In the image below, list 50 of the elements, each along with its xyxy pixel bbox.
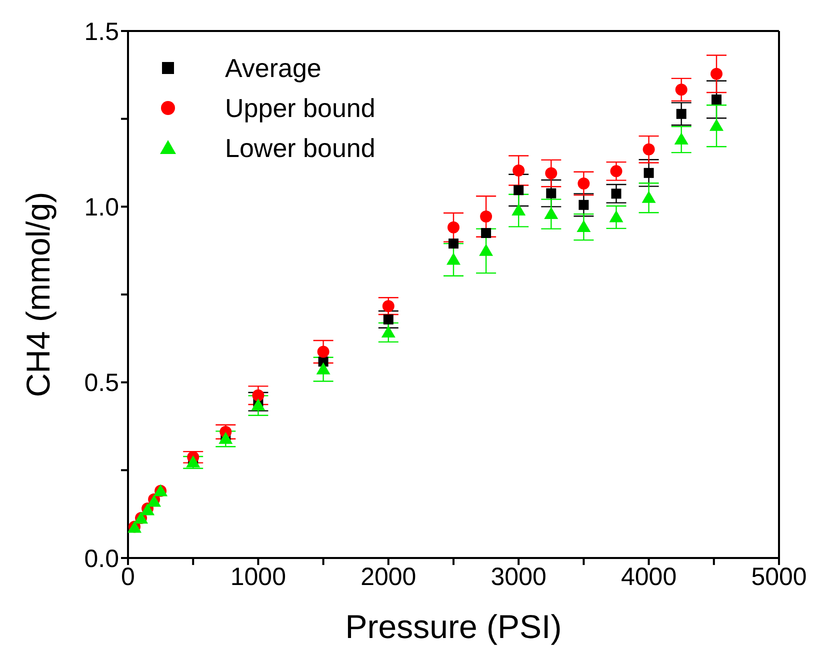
point	[383, 314, 394, 324]
point	[479, 244, 494, 256]
x-axis-title: Pressure (PSI)	[345, 608, 562, 645]
point	[512, 204, 526, 216]
point	[446, 252, 460, 265]
point	[676, 108, 686, 119]
point	[578, 200, 589, 210]
point	[481, 228, 492, 238]
point	[382, 300, 394, 312]
point	[578, 177, 590, 190]
point	[611, 188, 622, 199]
point	[480, 210, 492, 223]
point	[710, 118, 724, 131]
y-axis-title: CH4 (mmol/g)	[20, 192, 57, 398]
point	[712, 94, 722, 105]
x-tick-label: 0	[121, 562, 135, 591]
point	[609, 210, 624, 222]
point	[675, 84, 688, 96]
text: 0.0	[84, 544, 119, 573]
point	[576, 220, 591, 232]
point	[642, 143, 655, 156]
y-tick-label: 0.5	[84, 369, 119, 398]
point	[316, 362, 330, 374]
x-tick-label: 2000	[360, 562, 416, 591]
x-tick-label: 3000	[490, 562, 546, 591]
point	[644, 168, 654, 178]
x-tick-label: 5000	[751, 562, 807, 591]
point	[186, 455, 200, 468]
point	[317, 346, 330, 358]
point	[710, 68, 723, 80]
point	[251, 398, 266, 411]
point	[514, 185, 524, 196]
point	[381, 325, 396, 338]
x-tick-label: 1000	[230, 562, 286, 591]
point	[610, 165, 622, 178]
legend-label: Average	[225, 52, 322, 84]
point	[544, 207, 558, 220]
point	[642, 190, 656, 203]
point	[512, 164, 525, 176]
y-tick-label: 1.0	[84, 194, 119, 222]
y-tick-label: 1.5	[84, 18, 119, 46]
point	[448, 238, 458, 249]
point	[674, 132, 688, 145]
legend-label: Lower bound	[225, 132, 376, 164]
point	[252, 389, 264, 402]
point	[546, 188, 556, 198]
x-tick-label: 4000	[620, 562, 677, 591]
point	[448, 221, 460, 234]
point	[545, 167, 558, 180]
legend-label: Upper bound	[225, 92, 376, 124]
